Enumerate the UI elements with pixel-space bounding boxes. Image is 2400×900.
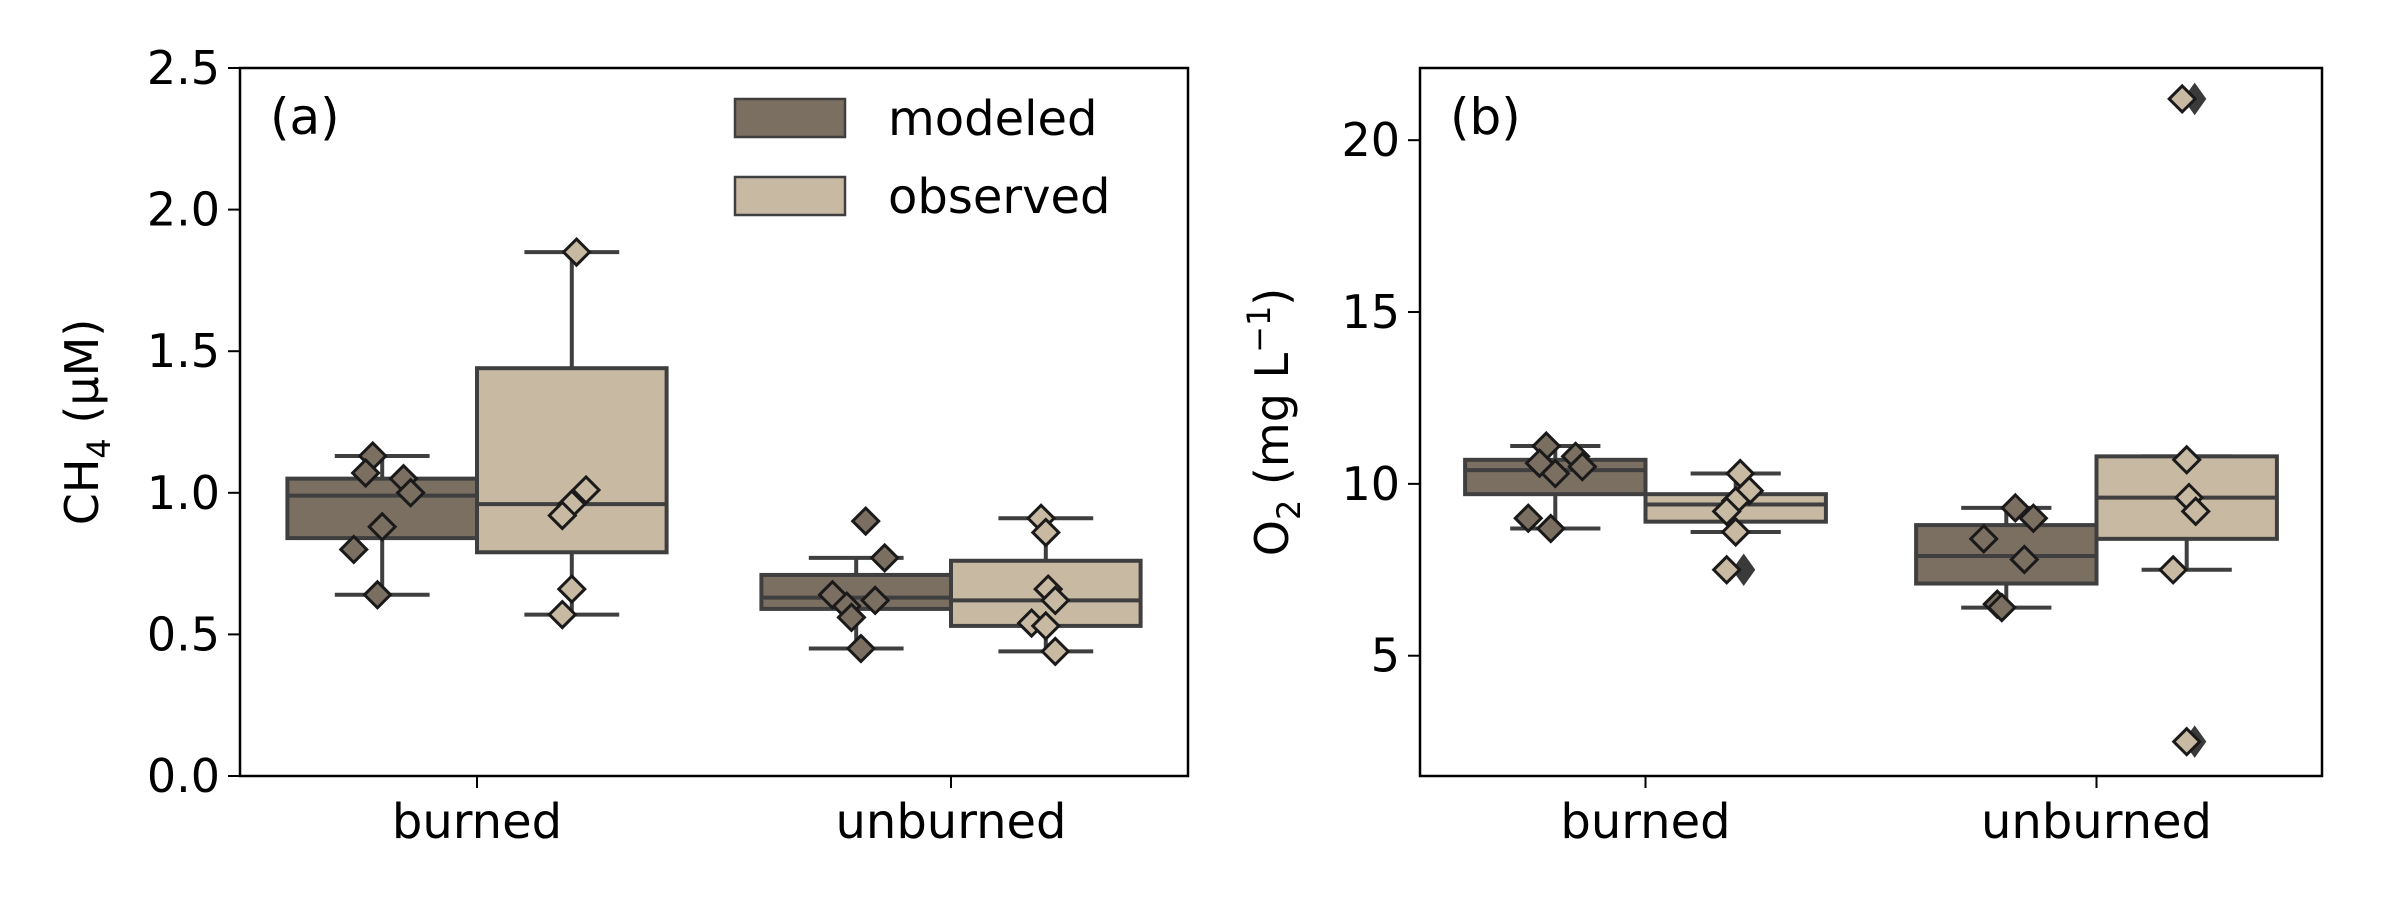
data-point [1734,475,1765,506]
y-tick-label: 15 [1341,285,1400,339]
y-axis-label-main: CH [55,459,109,526]
y-tick-label: 1.0 [147,466,220,520]
data-point [1711,496,1742,527]
legend: modeled observed [733,91,1111,225]
axes-frame [238,66,1190,778]
y-axis-label: O2 (mg L−1) [1240,288,1308,557]
y-tick-label: 5 [1371,629,1400,683]
y-axis-label-sub: 2 [1270,500,1308,520]
legend-swatch-modeled [733,97,847,139]
data-point [1040,585,1071,616]
data-point [350,457,381,489]
legend-swatch-observed [733,175,847,217]
data-point [1030,517,1061,548]
data-point [367,511,398,542]
y-axis-label: CH4 (μM) [55,319,118,526]
panel-b-chart: 5 10 15 20 burned unburned (b) O2 (mg L−1) [1240,66,2324,850]
data-point [362,579,393,610]
y-tick-label: 0.5 [147,607,220,661]
data-point [2018,503,2049,534]
data-point [860,585,891,616]
data-point [1040,636,1071,667]
y-tick-label: 20 [1341,113,1400,167]
data-point [2180,496,2211,527]
data-point [1968,523,1999,554]
y-tick-label: 0.0 [147,749,220,803]
data-point [1540,458,1571,489]
data-point [2158,554,2189,585]
data-point [547,599,578,630]
data-point [338,534,369,565]
legend-label-modeled: modeled [888,91,1097,147]
data-point [395,477,426,508]
x-tick-label: burned [1560,794,1730,850]
data-point [561,236,592,268]
y-tick-label: 10 [1341,457,1400,511]
panel-label: (b) [1450,88,1521,146]
data-point [845,633,877,664]
data-point [1513,503,1544,534]
data-point [1524,448,1555,479]
data-point [2167,83,2198,115]
data-point [869,542,900,574]
x-tick-label: unburned [1981,794,2212,850]
y-axis-label-end: ) [1245,288,1299,306]
y-axis-label-unit: (μM) [55,319,109,438]
data-point [2171,726,2202,757]
panel-a-chart: 0.0 0.5 1.0 1.5 2.0 2.5 burned unburned (a) CH4 (… [55,41,1190,850]
data-point [570,474,602,506]
y-axis-label-sub: 4 [80,438,118,458]
data-point [1535,513,1566,544]
legend-label-observed: observed [888,169,1111,225]
x-tick-label: burned [392,794,562,850]
y-tick-label: 2.5 [147,41,220,95]
data-point [547,500,578,531]
data-point [1720,516,1751,548]
x-tick-label: unburned [835,794,1066,850]
data-point [556,573,587,605]
data-point [1567,451,1598,482]
panel-label: (a) [270,88,340,146]
data-point [850,505,881,537]
y-axis-label-unit: (mg L [1245,352,1299,499]
data-point [2009,544,2040,575]
y-tick-label: 2.0 [147,183,220,237]
data-point [2000,492,2031,524]
box-observed-burned [475,366,669,555]
data-point [2171,444,2202,475]
data-point [1030,610,1061,642]
y-axis-label-main: O [1245,520,1299,556]
axes-frame [1418,66,2324,778]
data-point [1711,554,1742,585]
y-tick-label: 1.5 [147,324,220,378]
data-point [836,602,867,633]
y-axis-label-sup: −1 [1240,306,1278,353]
data-point [1986,592,2017,623]
